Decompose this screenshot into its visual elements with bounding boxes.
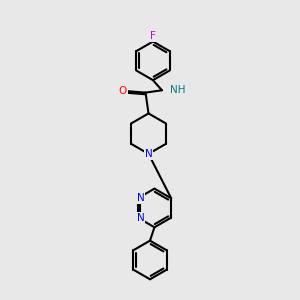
Text: N: N [145, 149, 152, 159]
Text: F: F [150, 31, 156, 41]
Text: N: N [137, 213, 145, 223]
Text: O: O [118, 86, 127, 96]
Text: N: N [137, 193, 145, 203]
Text: NH: NH [170, 85, 186, 95]
